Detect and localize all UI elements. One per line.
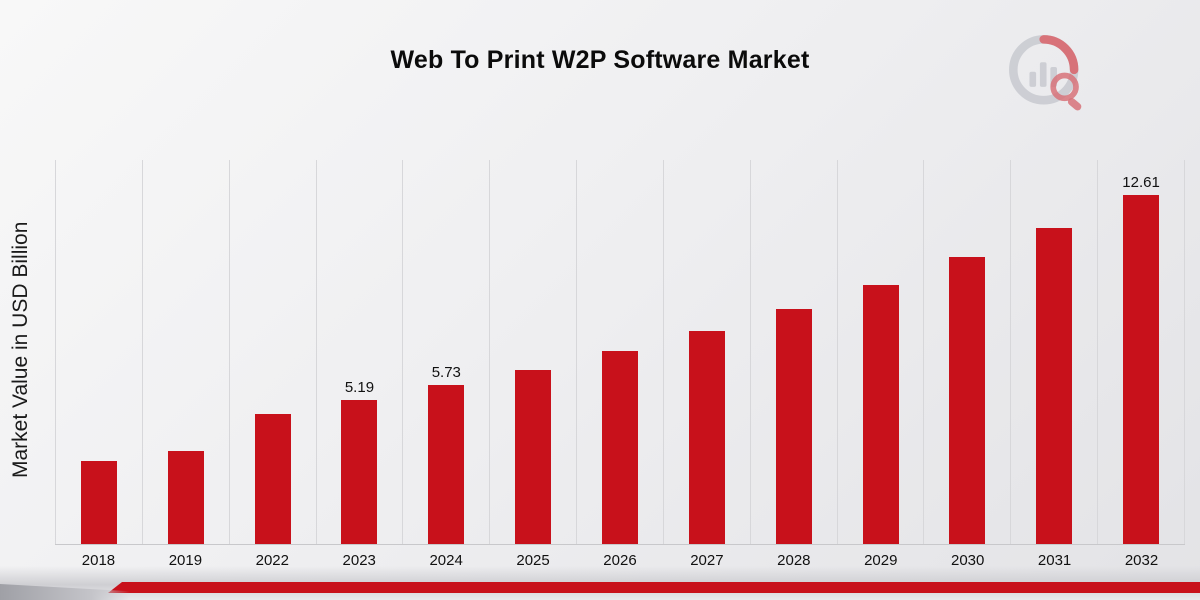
bar-column [1010,160,1097,544]
bar [862,285,899,544]
footer-band [0,566,1200,600]
bar [775,309,812,544]
bar [428,385,465,544]
bar-column [749,160,837,544]
plot-area: 5.19 5.73 12.61 [55,160,1185,545]
bar-value-label: 12.61 [1122,174,1160,191]
bar-column: 5.73 [402,160,489,544]
bar-column [55,160,142,544]
x-tick-label: 2024 [429,552,463,569]
x-tick-label: 2025 [516,552,550,569]
x-tick-label: 2023 [342,552,376,569]
bar-column [576,160,663,544]
bar [601,351,638,544]
bar-chart: 5.19 5.73 12.61 2018 2019 2022 2023 2024 2025 20… [55,160,1185,570]
bar [949,257,986,544]
x-tick-label: 2022 [255,552,289,569]
bar-value-label: 5.73 [431,364,461,381]
bar-column [662,160,750,544]
bar-value-label: 5.19 [344,379,375,396]
x-tick-label: 2019 [168,552,203,569]
bar-column: 12.61 [1097,160,1185,544]
bar [688,331,725,544]
bar [1123,195,1160,544]
x-tick-label: 2027 [690,552,724,569]
x-tick-label: 2030 [950,552,985,569]
x-tick-label: 2032 [1124,552,1159,569]
x-tick-label: 2029 [864,552,898,569]
bar [254,414,291,544]
market-research-future-logo-icon [1009,35,1082,111]
x-tick-label: 2026 [603,552,637,569]
bar [80,461,117,544]
bar-column [141,160,229,544]
bar [515,370,552,544]
x-tick-label: 2028 [777,552,811,569]
x-axis-tick-labels: 2018 2019 2022 2023 2024 2025 2026 2027 2028 2029… [55,552,1185,569]
bar-column: 5.19 [315,160,403,544]
bar-column [836,160,924,544]
bar-column [228,160,316,544]
chart-title: Web To Print W2P Software Market [390,46,810,74]
y-axis-label: Market Value in USD Billion [9,221,32,479]
bar-column [923,160,1010,544]
bar [341,400,378,544]
x-tick-label: 2018 [81,552,116,569]
bar [1036,228,1073,544]
footer-corner-accent [0,584,130,600]
bar [167,451,204,544]
footer-red-ribbon [108,582,1200,593]
x-tick-label: 2031 [1037,552,1072,569]
bar-column [489,160,576,544]
